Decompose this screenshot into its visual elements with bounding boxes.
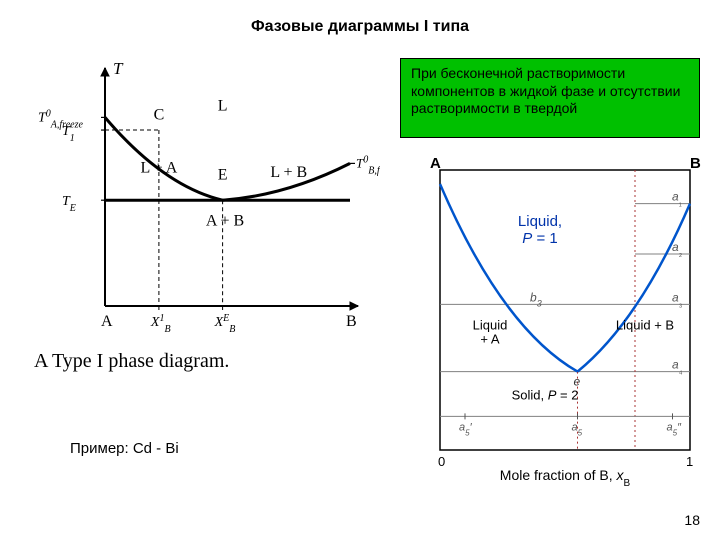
svg-text:a5′: a5′ xyxy=(459,421,473,437)
svg-text:B: B xyxy=(690,155,701,172)
left-phase-diagram: TT0A,freezeT1TET0B,freezeLCL + AEL + BA … xyxy=(30,56,380,336)
svg-text:TE: TE xyxy=(62,194,76,214)
page-title: Фазовые диаграммы I типа xyxy=(0,18,720,36)
page-number: 18 xyxy=(684,512,700,528)
svg-text:a₄: a₄ xyxy=(672,358,683,376)
svg-text:X1B: X1B xyxy=(150,313,171,335)
svg-text:P = 1: P = 1 xyxy=(522,230,557,247)
svg-text:1: 1 xyxy=(686,454,693,469)
svg-text:C: C xyxy=(154,107,165,124)
svg-text:T0B,freeze: T0B,freeze xyxy=(356,154,380,176)
svg-text:Liquid + B: Liquid + B xyxy=(616,318,674,333)
svg-text:a5″: a5″ xyxy=(667,421,683,437)
svg-text:Solid, P = 2: Solid, P = 2 xyxy=(512,388,579,403)
example-text: Пример: Cd - Bi xyxy=(70,440,179,457)
svg-text:L: L xyxy=(218,98,228,115)
right-phase-diagram: A Ba₁ a₂ a₃ b3 a₄ e a5′ a5 a5″ Liquid,P = 1 Liquid+… xyxy=(400,150,710,490)
svg-text:a5: a5 xyxy=(572,421,583,437)
svg-text:0: 0 xyxy=(438,454,445,469)
svg-text:A + B: A + B xyxy=(206,213,244,230)
svg-text:B: B xyxy=(346,313,357,330)
svg-text:T: T xyxy=(113,59,124,78)
svg-text:T0A,freeze: T0A,freeze xyxy=(38,108,83,130)
svg-text:Mole fraction of B, xB: Mole fraction of B, xB xyxy=(500,467,631,489)
svg-text:a₃: a₃ xyxy=(672,290,683,308)
svg-text:a₂: a₂ xyxy=(672,240,683,258)
svg-text:e: e xyxy=(574,375,581,389)
svg-text:Liquid: Liquid xyxy=(473,318,508,333)
svg-text:XEB: XEB xyxy=(214,313,236,335)
svg-text:A: A xyxy=(101,313,113,330)
svg-text:a₁: a₁ xyxy=(672,190,682,208)
svg-text:L + B: L + B xyxy=(270,164,307,181)
svg-text:b3: b3 xyxy=(530,290,542,308)
svg-text:A: A xyxy=(430,155,441,172)
svg-text:L + A: L + A xyxy=(140,160,177,177)
svg-text:E: E xyxy=(218,167,228,184)
caption-type-i: A Type I phase diagram. xyxy=(34,350,229,373)
svg-text:Liquid,: Liquid, xyxy=(518,213,562,230)
info-box: При бесконечной растворимости компоненто… xyxy=(400,58,700,138)
svg-text:+ A: + A xyxy=(480,332,499,347)
